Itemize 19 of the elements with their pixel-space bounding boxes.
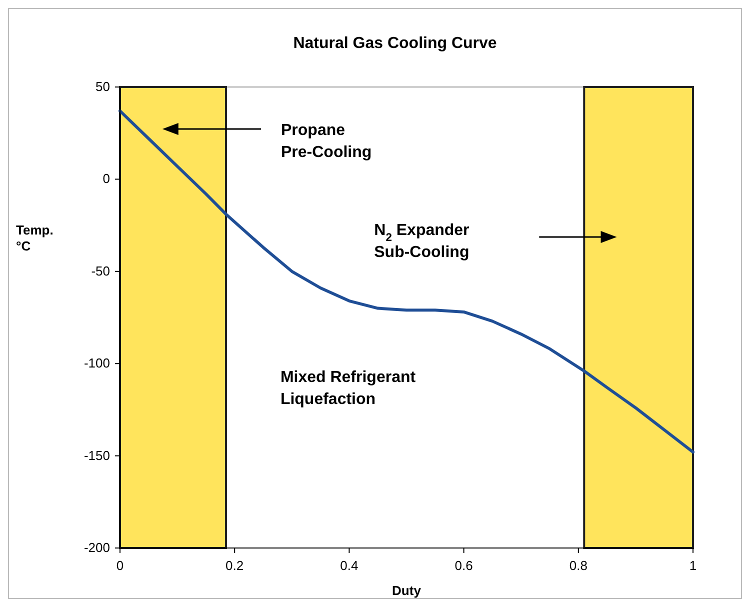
- x-tick-label: 0.4: [340, 558, 358, 573]
- y-tick-label: -150: [84, 448, 110, 463]
- line-series: [118, 109, 694, 454]
- x-tick-label: 0: [116, 558, 124, 573]
- x-tick-label: 0.8: [569, 558, 588, 573]
- y-tick-label: 50: [96, 79, 110, 94]
- y-axis-title: Temp. °C: [16, 222, 54, 254]
- x-axis-title: Duty: [392, 583, 422, 598]
- y-tick-label: 0: [102, 171, 110, 186]
- annotation: Propane Pre-Cooling: [281, 122, 372, 161]
- annotation: Mixed Refrigerant Liquefaction: [280, 369, 416, 408]
- x-tick-label: 0.6: [454, 558, 473, 573]
- chart-title: Natural Gas Cooling Curve: [293, 35, 497, 52]
- y-tick-label: -50: [91, 263, 110, 278]
- annotation: N$_{2}$ Expander Sub-Cooling: [374, 222, 470, 261]
- y-tick-label: -100: [84, 356, 110, 371]
- y-tick-label: -200: [84, 540, 110, 555]
- x-tick-label: 1: [689, 558, 697, 573]
- x-tick-label: 0.2: [226, 558, 244, 573]
